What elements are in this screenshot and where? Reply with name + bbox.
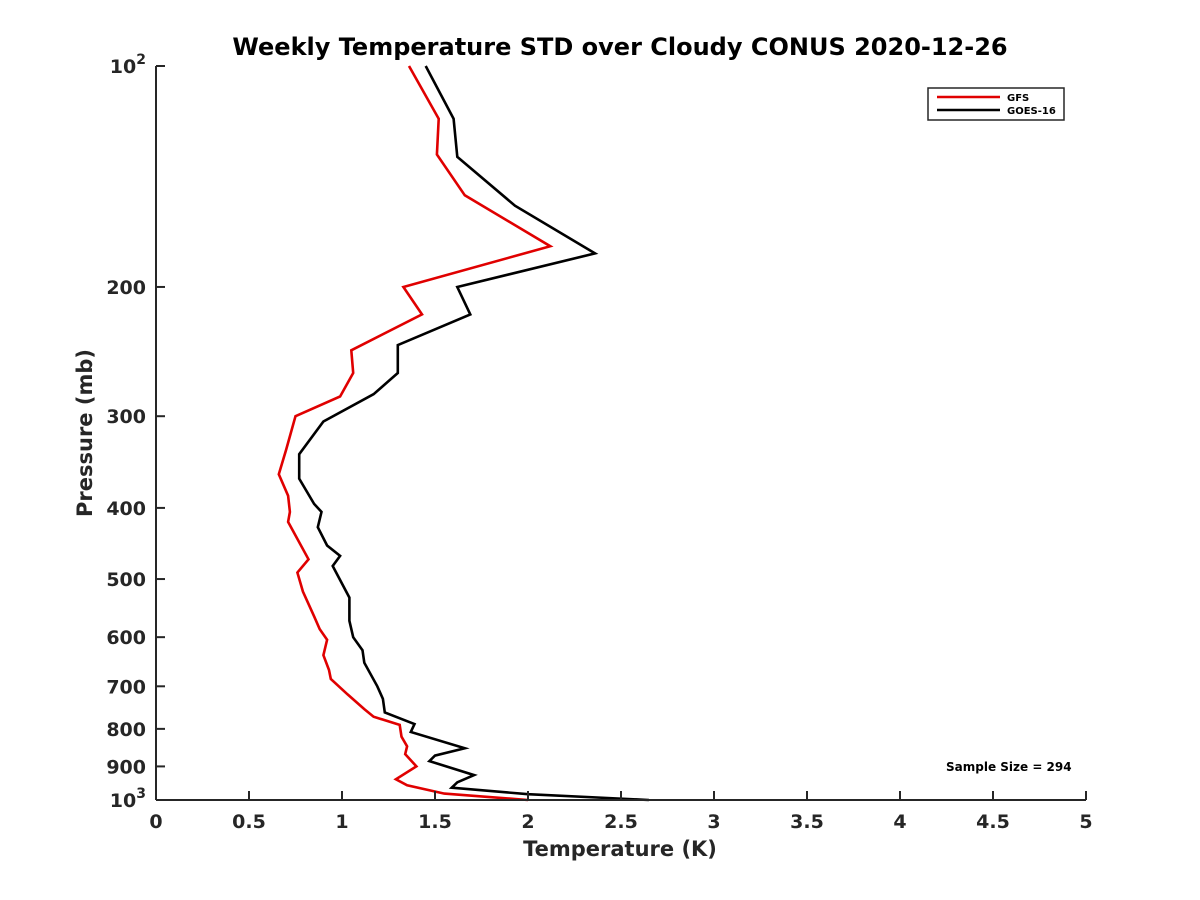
x-tick-label: 0.5: [232, 811, 266, 833]
y-tick-label: 600: [106, 627, 146, 649]
y-tick-label: 500: [106, 569, 146, 591]
x-tick-label: 3: [707, 811, 720, 833]
legend-label-gfs: GFS: [1007, 93, 1029, 104]
chart-title: Weekly Temperature STD over Cloudy CONUS…: [232, 33, 1007, 61]
x-tick-label: 5: [1079, 811, 1092, 833]
x-tick-label: 1.5: [418, 811, 452, 833]
y-tick-label: 102: [110, 52, 146, 78]
y-tick-label: 103: [110, 786, 146, 812]
y-tick-label: 300: [106, 406, 146, 428]
legend-label-goes16: GOES-16: [1007, 106, 1056, 117]
series-line-goes-16: [297, 65, 649, 802]
y-tick-label: 800: [106, 719, 146, 741]
x-tick-label: 2.5: [604, 811, 638, 833]
x-tick-label: 4.5: [976, 811, 1010, 833]
y-tick-label: 700: [106, 676, 146, 698]
series-line-gfs: [277, 65, 554, 802]
x-axis-ticks: 0 0.5 1 1.5 2 2.5 3 3.5 4 4.5 5: [149, 791, 1093, 833]
y-axis-label: Pressure (mb): [73, 349, 97, 517]
y-axis-ticks: 102 200 300 400 500 600 700 800 900 103: [106, 52, 165, 812]
x-tick-label: 3.5: [790, 811, 824, 833]
y-tick-label: 400: [106, 498, 146, 520]
x-tick-label: 1: [335, 811, 348, 833]
legend: GFS GOES-16: [927, 87, 1065, 121]
plot-area: [277, 65, 649, 802]
x-tick-label: 4: [893, 811, 906, 833]
y-tick-label: 200: [106, 277, 146, 299]
legend-box: [927, 87, 1065, 121]
x-axis-label: Temperature (K): [523, 837, 717, 861]
x-tick-label: 2: [521, 811, 534, 833]
sample-size-annotation: Sample Size = 294: [946, 760, 1072, 774]
y-tick-label: 900: [106, 756, 146, 778]
x-tick-label: 0: [149, 811, 162, 833]
